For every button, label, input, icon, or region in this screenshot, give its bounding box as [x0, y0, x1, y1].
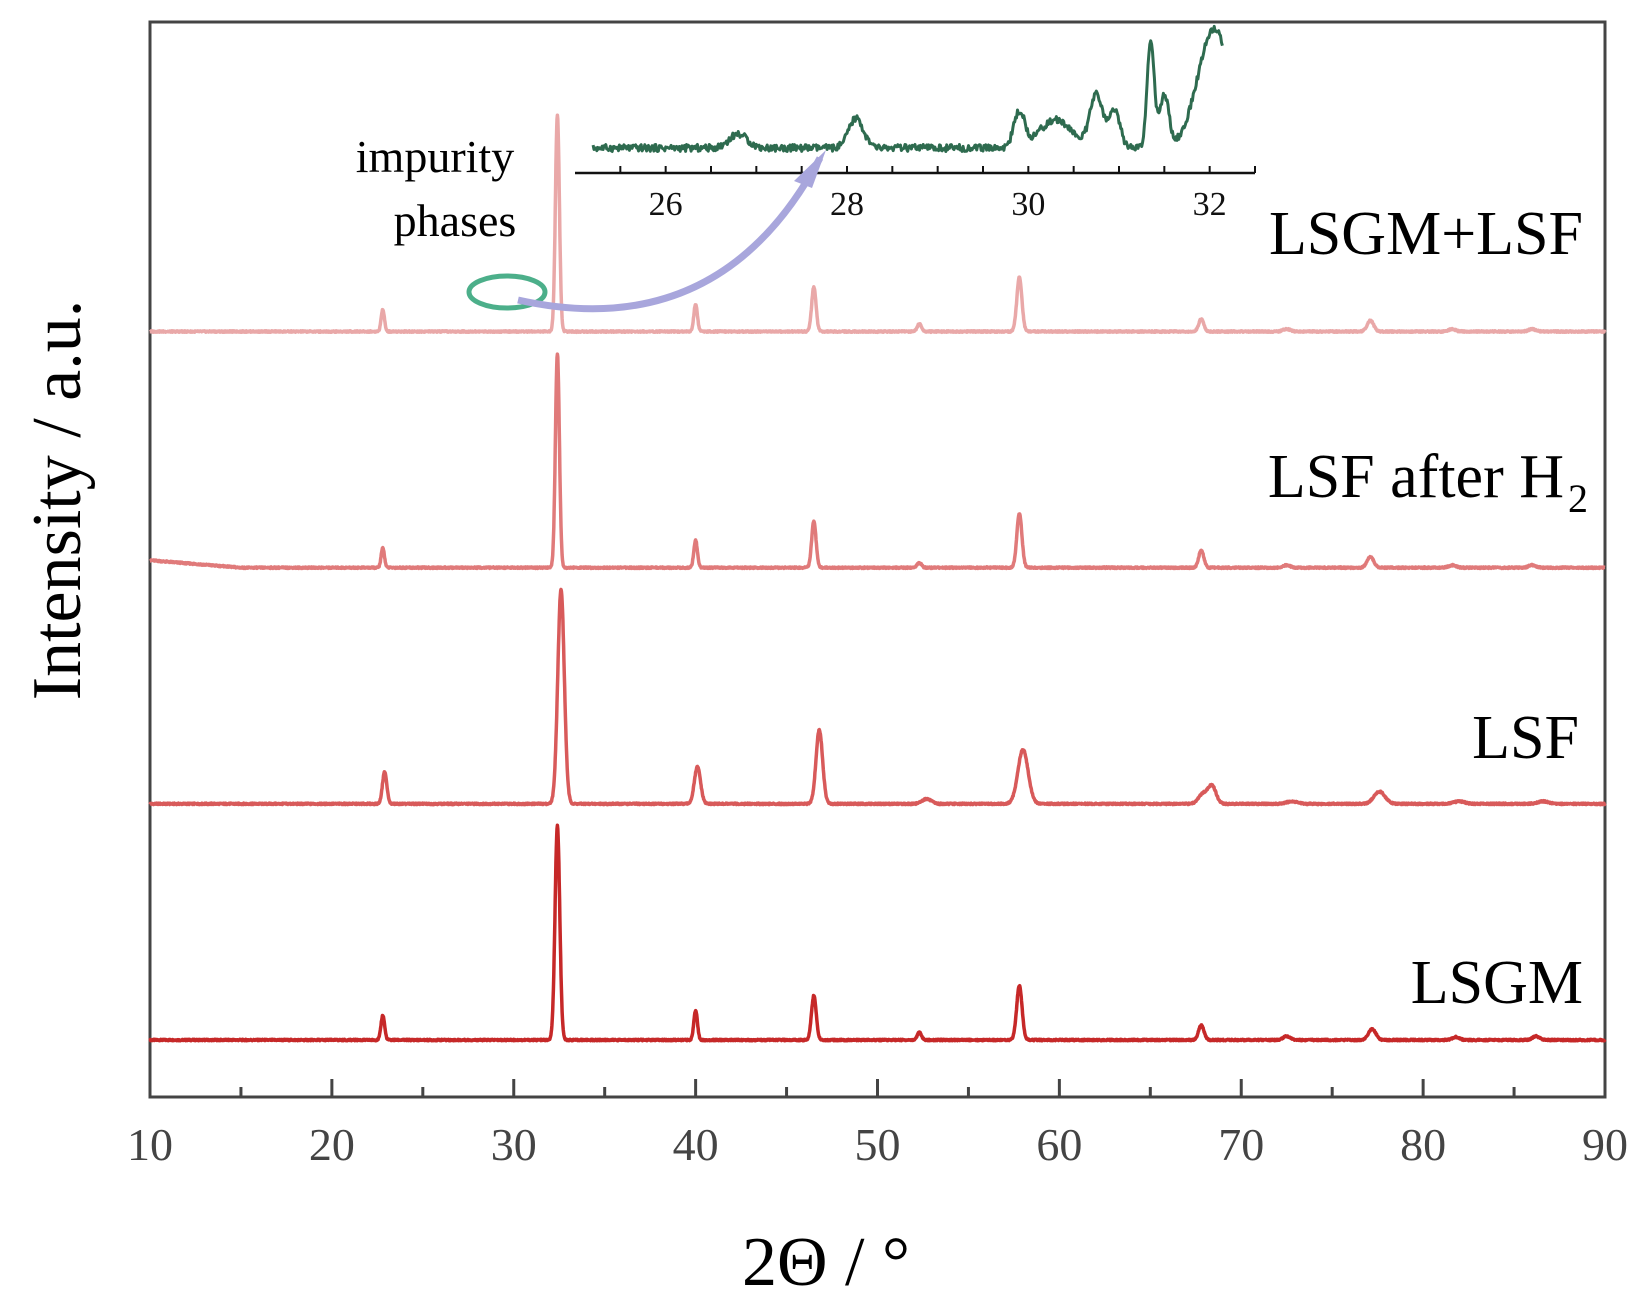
x-tick-label: 90	[1582, 1119, 1628, 1170]
series-label-lsf: LSF	[1472, 704, 1579, 772]
inset-x-tick-label: 26	[649, 186, 683, 223]
inset-x-tick-label: 28	[830, 186, 864, 223]
series-label-lsgm: LSGM	[1411, 949, 1583, 1017]
x-axis-title: 2Θ / °	[742, 1224, 910, 1301]
x-tick-label: 80	[1400, 1119, 1446, 1170]
inset-x-tick-label: 32	[1193, 186, 1227, 223]
inset-series-line	[591, 24, 1224, 153]
series-label-lsf-after-h2: LSF after H	[1268, 443, 1564, 511]
x-tick-label: 60	[1036, 1119, 1082, 1170]
x-tick-label: 20	[309, 1119, 355, 1170]
x-tick-label: 40	[673, 1119, 719, 1170]
annotation-line-2: phases	[394, 195, 517, 246]
series-label-lsf-after-h2-subscript: 2	[1568, 476, 1588, 521]
x-axis: 10 20 30 40 50 60 70 80 90	[127, 1079, 1628, 1170]
series-line-lsgm	[148, 823, 1607, 1043]
x-tick-label: 50	[855, 1119, 901, 1170]
annotation-line-1: impurity	[356, 131, 514, 182]
y-axis-title: Intensity / a.u.	[19, 300, 96, 700]
series-line-lsgm-lsf	[148, 113, 1607, 335]
impurity-highlight-ellipse	[466, 273, 548, 311]
inset-x-tick-label: 30	[1011, 186, 1045, 223]
series-label-lsgm-lsf: LSGM+LSF	[1269, 200, 1583, 268]
inset-zoom: 26 28 30 32	[575, 24, 1256, 223]
x-tick-label: 70	[1218, 1119, 1264, 1170]
x-tick-label: 30	[491, 1119, 537, 1170]
inset-pointer-arrow	[517, 156, 824, 313]
series-line-lsf-after-h2	[148, 352, 1607, 571]
plot-frame	[148, 20, 1607, 1099]
series-line-lsf	[148, 587, 1607, 807]
series-layer	[148, 113, 1607, 1043]
x-tick-label: 10	[127, 1119, 173, 1170]
inset-pointer-arrowhead	[794, 150, 826, 188]
